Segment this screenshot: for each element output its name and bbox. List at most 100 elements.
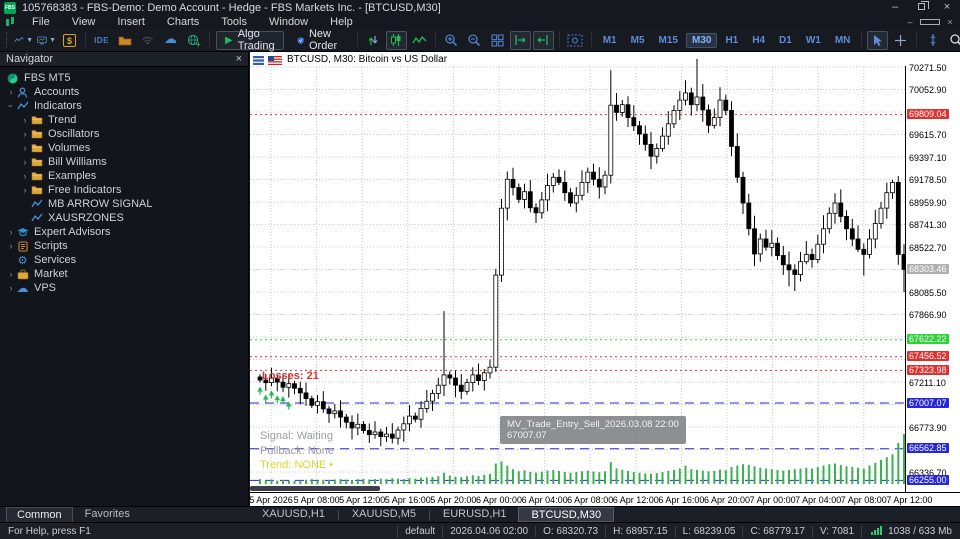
tree-item-trend[interactable]: › Trend xyxy=(0,113,248,127)
tree-item-free-indicators[interactable]: › Free Indicators xyxy=(0,183,248,197)
folder-icon xyxy=(30,171,43,182)
tree-item-accounts[interactable]: › Accounts xyxy=(0,85,248,99)
tree-expand-arrow[interactable]: › xyxy=(23,129,27,139)
timeframe-d1-button[interactable]: D1 xyxy=(779,34,792,46)
chart-window-icon xyxy=(5,17,15,27)
navigator-tab-favorites[interactable]: Favorites xyxy=(84,508,130,520)
child-close-button[interactable]: × xyxy=(947,17,953,27)
chart-shift-icon[interactable] xyxy=(509,30,531,50)
signals-icon[interactable] xyxy=(137,31,158,50)
market-watch-icon[interactable]: $ xyxy=(59,31,80,50)
screenshot-camera-icon[interactable] xyxy=(565,31,586,50)
tree-expand-arrow[interactable]: › xyxy=(23,185,27,195)
crosshair-tool-icon[interactable] xyxy=(890,31,911,50)
timeframe-h1-button[interactable]: H1 xyxy=(725,34,739,46)
chart-tab-xauusd-h1[interactable]: XAUUSD,H1 xyxy=(262,508,325,520)
tree-item-mb-arrow-signal[interactable]: MB ARROW SIGNAL xyxy=(0,197,248,211)
tree-item-scripts[interactable]: › Scripts xyxy=(0,239,248,253)
timeframe-mn-button[interactable]: MN xyxy=(834,34,851,46)
vertical-line-tool-icon[interactable] xyxy=(922,31,943,50)
community-globe-icon[interactable]: + xyxy=(183,31,204,50)
menu-help[interactable]: Help xyxy=(330,16,353,28)
price-level-label: 67323.98 xyxy=(907,364,949,375)
restore-button[interactable] xyxy=(908,0,934,15)
chart-scrollbar-thumb[interactable] xyxy=(250,486,380,491)
tree-item-expert-advisors[interactable]: › Expert Advisors xyxy=(0,225,248,239)
chart-window[interactable]: BTCUSD, M30: Bitcoin vs US Dollar Losses… xyxy=(249,52,960,506)
line-chart-mode-icon[interactable] xyxy=(409,31,430,50)
menu-tools[interactable]: Tools xyxy=(221,16,247,28)
time-axis[interactable]: 5 Apr 2026 5 Apr 08:00 5 Apr 12:00 5 Apr 16… xyxy=(249,492,960,506)
tree-item-oscillators[interactable]: › Oscillators xyxy=(0,127,248,141)
tree-expand-arrow[interactable]: › xyxy=(23,171,27,181)
navigator-title: Navigator xyxy=(6,53,54,65)
tree-item-market[interactable]: › Market xyxy=(0,267,248,281)
chart-type-icon[interactable]: ▼ xyxy=(13,31,34,50)
updown-arrows-icon[interactable] xyxy=(363,31,384,50)
tree-item-services[interactable]: ⚙ Services xyxy=(0,253,248,267)
tree-item-indicators[interactable]: › Indicators xyxy=(0,99,248,113)
cursor-tool-icon[interactable] xyxy=(867,30,889,50)
navigator-close-icon[interactable]: × xyxy=(235,53,242,65)
status-profile[interactable]: default xyxy=(405,525,436,537)
price-tick: 68522.70 xyxy=(909,242,947,253)
price-tick: 70271.50 xyxy=(909,62,947,73)
tree-item-label: MB ARROW SIGNAL xyxy=(48,198,153,210)
chart-menu-icon[interactable] xyxy=(253,55,264,65)
menu-insert[interactable]: Insert xyxy=(117,16,145,28)
new-order-button[interactable]: New Order xyxy=(288,28,351,52)
tree-item-examples[interactable]: › Examples xyxy=(0,169,248,183)
timeframe-m5-button[interactable]: M5 xyxy=(630,34,645,46)
minimize-button[interactable]: – xyxy=(891,1,899,13)
tree-item-volumes[interactable]: › Volumes xyxy=(0,141,248,155)
candle-chart-icon[interactable] xyxy=(385,30,407,50)
tree-expand-arrow[interactable]: › xyxy=(9,241,13,251)
chart-profile-icon[interactable]: ▼ xyxy=(36,31,57,50)
tree-item-vps[interactable]: › ☁ VPS xyxy=(0,281,248,295)
timeframe-m30-button[interactable]: M30 xyxy=(685,32,718,48)
tree-item-bill-williams[interactable]: › Bill Williams xyxy=(0,155,248,169)
navigator-tab-common[interactable]: Common xyxy=(6,507,73,522)
search-icon[interactable] xyxy=(945,31,960,50)
tree-expand-arrow[interactable]: › xyxy=(9,227,13,237)
tree-expand-arrow[interactable]: › xyxy=(23,143,27,153)
child-minimize-button[interactable]: – xyxy=(907,17,913,27)
tree-expand-arrow[interactable]: › xyxy=(9,269,13,279)
navigator-tabs: Common Favorites xyxy=(0,507,250,523)
tree-expand-arrow[interactable]: › xyxy=(23,157,27,167)
chart-scrollbar[interactable] xyxy=(250,486,905,491)
zoom-out-icon[interactable] xyxy=(464,31,485,50)
time-tick: 6 Apr 12:00 xyxy=(612,495,659,505)
menu-window[interactable]: Window xyxy=(269,16,309,28)
auto-scroll-icon[interactable] xyxy=(532,30,554,50)
tree-expand-arrow[interactable]: › xyxy=(9,87,13,97)
timeframe-m15-button[interactable]: M15 xyxy=(658,34,678,46)
history-folder-icon[interactable] xyxy=(114,31,135,50)
timeframe-m1-button[interactable]: M1 xyxy=(602,34,617,46)
folder-icon xyxy=(30,157,43,168)
tree-item-fbs-mt5[interactable]: FBS MT5 xyxy=(0,71,248,85)
bottom-tab-row: Common Favorites XAUUSD,H1 | XAUUSD,M5 | EURU… xyxy=(0,506,960,522)
timeframe-h4-button[interactable]: H4 xyxy=(752,34,766,46)
menu-charts[interactable]: Charts xyxy=(166,16,200,28)
zoom-in-icon[interactable] xyxy=(441,31,462,50)
tile-windows-icon[interactable] xyxy=(487,31,508,50)
price-tick: 66773.90 xyxy=(909,422,947,433)
chart-tab-xauusd-m5[interactable]: XAUUSD,M5 xyxy=(351,508,417,520)
close-button[interactable]: × xyxy=(943,1,951,13)
menu-file[interactable]: File xyxy=(32,16,50,28)
tree-expand-arrow[interactable]: › xyxy=(6,104,16,108)
cloud-icon[interactable]: ☁ xyxy=(164,32,177,47)
chart-tab-eurusd-h1[interactable]: EURUSD,H1 xyxy=(442,508,507,520)
tree-expand-arrow[interactable]: › xyxy=(23,115,27,125)
child-restore-button[interactable] xyxy=(920,17,940,27)
tree-item-xausrzones[interactable]: XAUSRZONES xyxy=(0,211,248,225)
metaeditor-ide-icon[interactable]: IDE xyxy=(94,35,109,45)
menu-view[interactable]: View xyxy=(71,16,96,28)
chart-plot[interactable] xyxy=(250,52,905,492)
price-axis[interactable]: 70271.5070052.9069834.3069615.7069397.10… xyxy=(905,62,960,492)
chart-tab-btcusd-m30[interactable]: BTCUSD,M30 xyxy=(518,507,615,522)
timeframe-w1-button[interactable]: W1 xyxy=(805,34,821,46)
algo-trading-button[interactable]: ▶ Algo Trading xyxy=(216,28,284,52)
tree-expand-arrow[interactable]: › xyxy=(9,283,13,293)
